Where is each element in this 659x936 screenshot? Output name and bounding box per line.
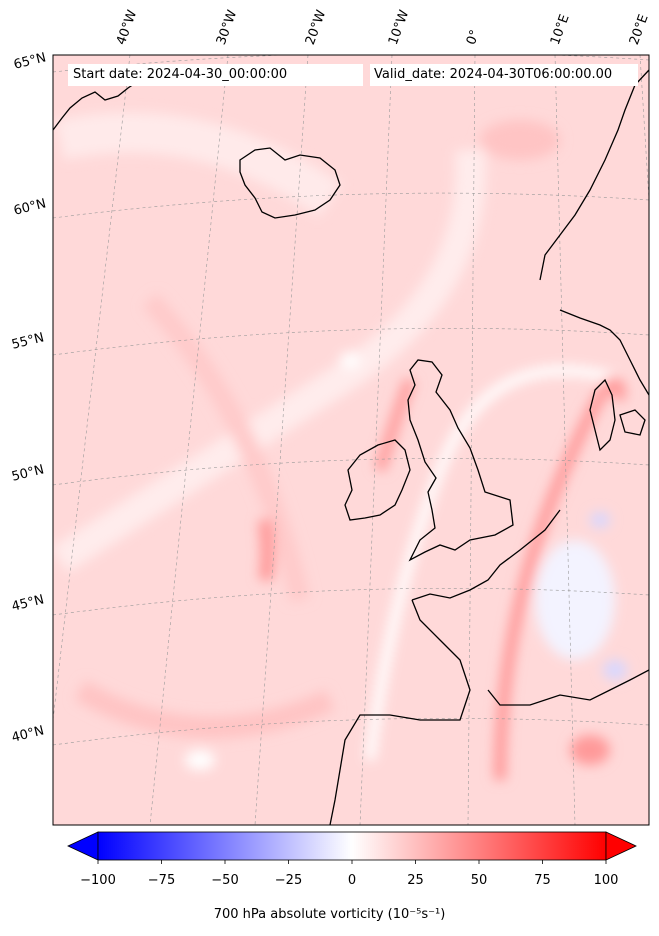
colorbar-tick-label: −100 bbox=[80, 873, 116, 888]
colorbar-tick-label: 75 bbox=[534, 873, 551, 888]
colorbar-gradient bbox=[97, 831, 607, 861]
colorbar-tick-label: 25 bbox=[407, 873, 424, 888]
colorbar-tick-label: 50 bbox=[470, 873, 488, 888]
colorbar-tick-label: −75 bbox=[147, 873, 176, 888]
coastlines bbox=[53, 69, 649, 825]
map-frame bbox=[52, 54, 650, 826]
colorbar-tick-label: 0 bbox=[347, 873, 357, 888]
graticule bbox=[53, 55, 649, 825]
vorticity-field bbox=[53, 55, 649, 825]
colorbar-tick-label: −50 bbox=[211, 873, 239, 888]
colorbar-tick-label: 100 bbox=[593, 873, 619, 888]
start-date-label: Start date: 2024-04-30_00:00:00 bbox=[68, 64, 363, 86]
colorbar-tick-label: −25 bbox=[274, 873, 303, 888]
colorbar-low-extend bbox=[67, 831, 99, 861]
colorbar bbox=[67, 831, 637, 864]
colorbar-label: 700 hPa absolute vorticity (10⁻⁵s⁻¹) bbox=[213, 907, 446, 922]
valid-date-label: Valid_date: 2024-04-30T06:00:00.00 bbox=[370, 64, 638, 86]
colorbar-high-extend bbox=[605, 831, 637, 861]
colorbar-ticks bbox=[97, 860, 607, 864]
